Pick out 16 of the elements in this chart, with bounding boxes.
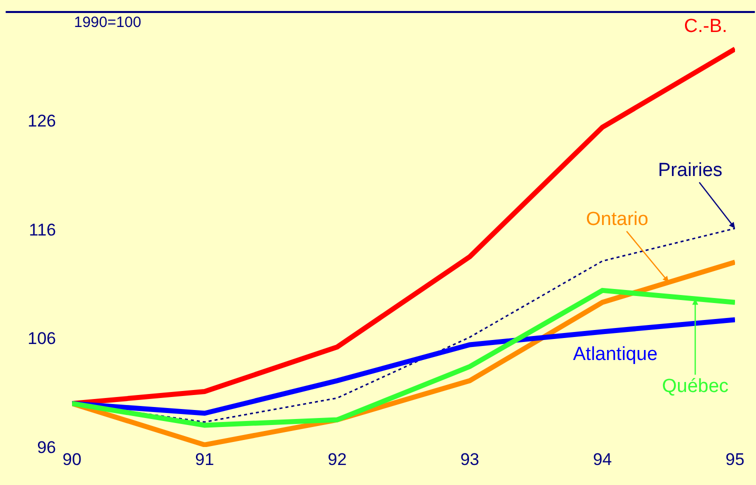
x-tick-label: 91 <box>195 450 214 469</box>
text: Québec <box>662 376 729 397</box>
y-tick-label: 116 <box>28 220 56 240</box>
x-tick-label: 95 <box>726 450 744 469</box>
y-tick-label: 106 <box>28 329 56 348</box>
annotation: 1990=100 <box>74 14 142 31</box>
series-label: Atlantique <box>573 344 658 365</box>
y-tick-label: 126 <box>28 112 56 131</box>
text: Prairies <box>658 160 722 181</box>
x-tick-label: 92 <box>328 450 347 469</box>
text: Ontario <box>586 209 648 230</box>
x-tick-label: 93 <box>460 450 480 469</box>
y-tick-label: 96 <box>37 438 56 457</box>
x-tick-label: 90 <box>62 450 82 469</box>
series-label: C.-B. <box>684 16 728 37</box>
x-tick-label: 94 <box>592 450 612 469</box>
